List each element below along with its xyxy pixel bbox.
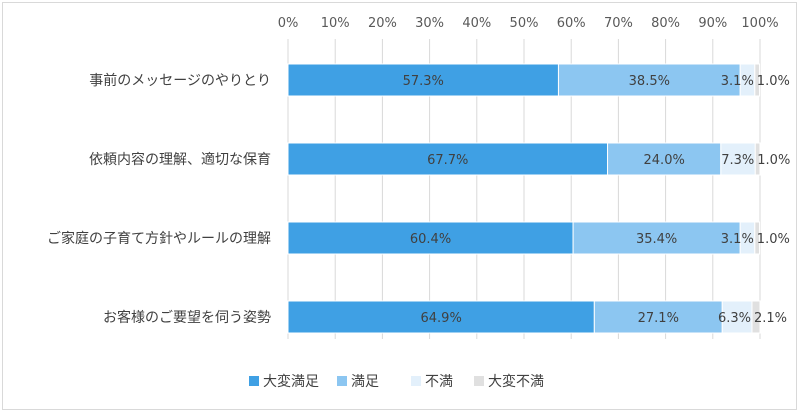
x-tick-label: 30% xyxy=(415,16,444,31)
data-label: 1.0% xyxy=(757,74,790,89)
chart-frame: 0% 10% 20% 30% 40% 50% 60% 70% 80% 90% 100% 事前のメッセー… xyxy=(2,2,797,410)
data-label: 3.1% xyxy=(721,232,754,247)
bar-segment xyxy=(287,300,595,334)
bar-segment xyxy=(754,221,761,255)
data-label: 64.9% xyxy=(421,311,462,326)
bar-segment xyxy=(754,142,761,176)
bar-segment xyxy=(721,300,753,334)
data-label: 27.1% xyxy=(638,311,679,326)
x-tick-label: 80% xyxy=(651,16,680,31)
category-label: お客様のご要望を伺う姿勢 xyxy=(103,309,271,326)
data-label: 24.0% xyxy=(644,153,685,168)
bar-segment xyxy=(557,63,741,97)
x-tick-label: 40% xyxy=(462,16,491,31)
legend-swatch xyxy=(249,376,259,386)
x-tick-label: 20% xyxy=(368,16,397,31)
data-label: 1.0% xyxy=(757,232,790,247)
bar-segment xyxy=(754,63,761,97)
data-label: 6.3% xyxy=(718,311,751,326)
data-label: 38.5% xyxy=(629,74,670,89)
legend-label: 大変不満 xyxy=(488,373,544,390)
legend-label: 大変満足 xyxy=(263,373,319,390)
stacked-bar-chart: 0% 10% 20% 30% 40% 50% 60% 70% 80% 90% 100% 事前のメッセー… xyxy=(47,16,790,390)
x-tick-label: 60% xyxy=(557,16,586,31)
bar-segment xyxy=(607,142,722,176)
x-tick-label: 50% xyxy=(510,16,539,31)
data-label: 7.3% xyxy=(721,153,754,168)
data-label: 67.7% xyxy=(427,153,468,168)
x-tick-label: 0% xyxy=(278,16,299,31)
legend-label: 満足 xyxy=(351,374,379,390)
x-tick-label: 100% xyxy=(741,16,778,31)
data-label: 35.4% xyxy=(636,232,677,247)
x-tick-label: 10% xyxy=(321,16,350,31)
x-tick-label: 70% xyxy=(604,16,633,31)
category-label: ご家庭の子育て方針やルールの理解 xyxy=(47,230,271,247)
bar-segment xyxy=(751,300,761,334)
data-label: 1.0% xyxy=(757,153,790,168)
category-label: 依頼内容の理解、適切な保育 xyxy=(89,151,271,168)
data-label: 60.4% xyxy=(410,232,451,247)
legend-label: 不満 xyxy=(425,374,453,390)
legend-swatch xyxy=(474,376,484,386)
bar-segment xyxy=(287,221,574,255)
bar-segment xyxy=(287,63,559,97)
bar-segment xyxy=(287,142,609,176)
data-label: 3.1% xyxy=(721,74,754,89)
data-label: 57.3% xyxy=(403,74,444,89)
data-label: 2.1% xyxy=(754,311,787,326)
x-tick-label: 90% xyxy=(698,16,727,31)
category-label: 事前のメッセージのやりとり xyxy=(89,72,271,89)
legend-swatch xyxy=(337,376,347,386)
legend-swatch xyxy=(411,376,421,386)
